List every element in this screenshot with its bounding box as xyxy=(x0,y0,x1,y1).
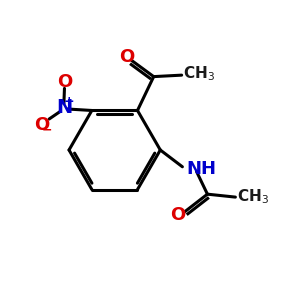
Text: +: + xyxy=(64,95,74,108)
Text: NH: NH xyxy=(187,160,217,178)
Text: N: N xyxy=(56,98,72,117)
Text: O: O xyxy=(119,48,134,66)
Text: O: O xyxy=(34,116,49,134)
Text: O: O xyxy=(170,206,186,224)
Text: −: − xyxy=(41,124,52,137)
Text: CH$_3$: CH$_3$ xyxy=(183,64,215,83)
Text: CH$_3$: CH$_3$ xyxy=(237,188,269,206)
Text: O: O xyxy=(57,73,72,91)
